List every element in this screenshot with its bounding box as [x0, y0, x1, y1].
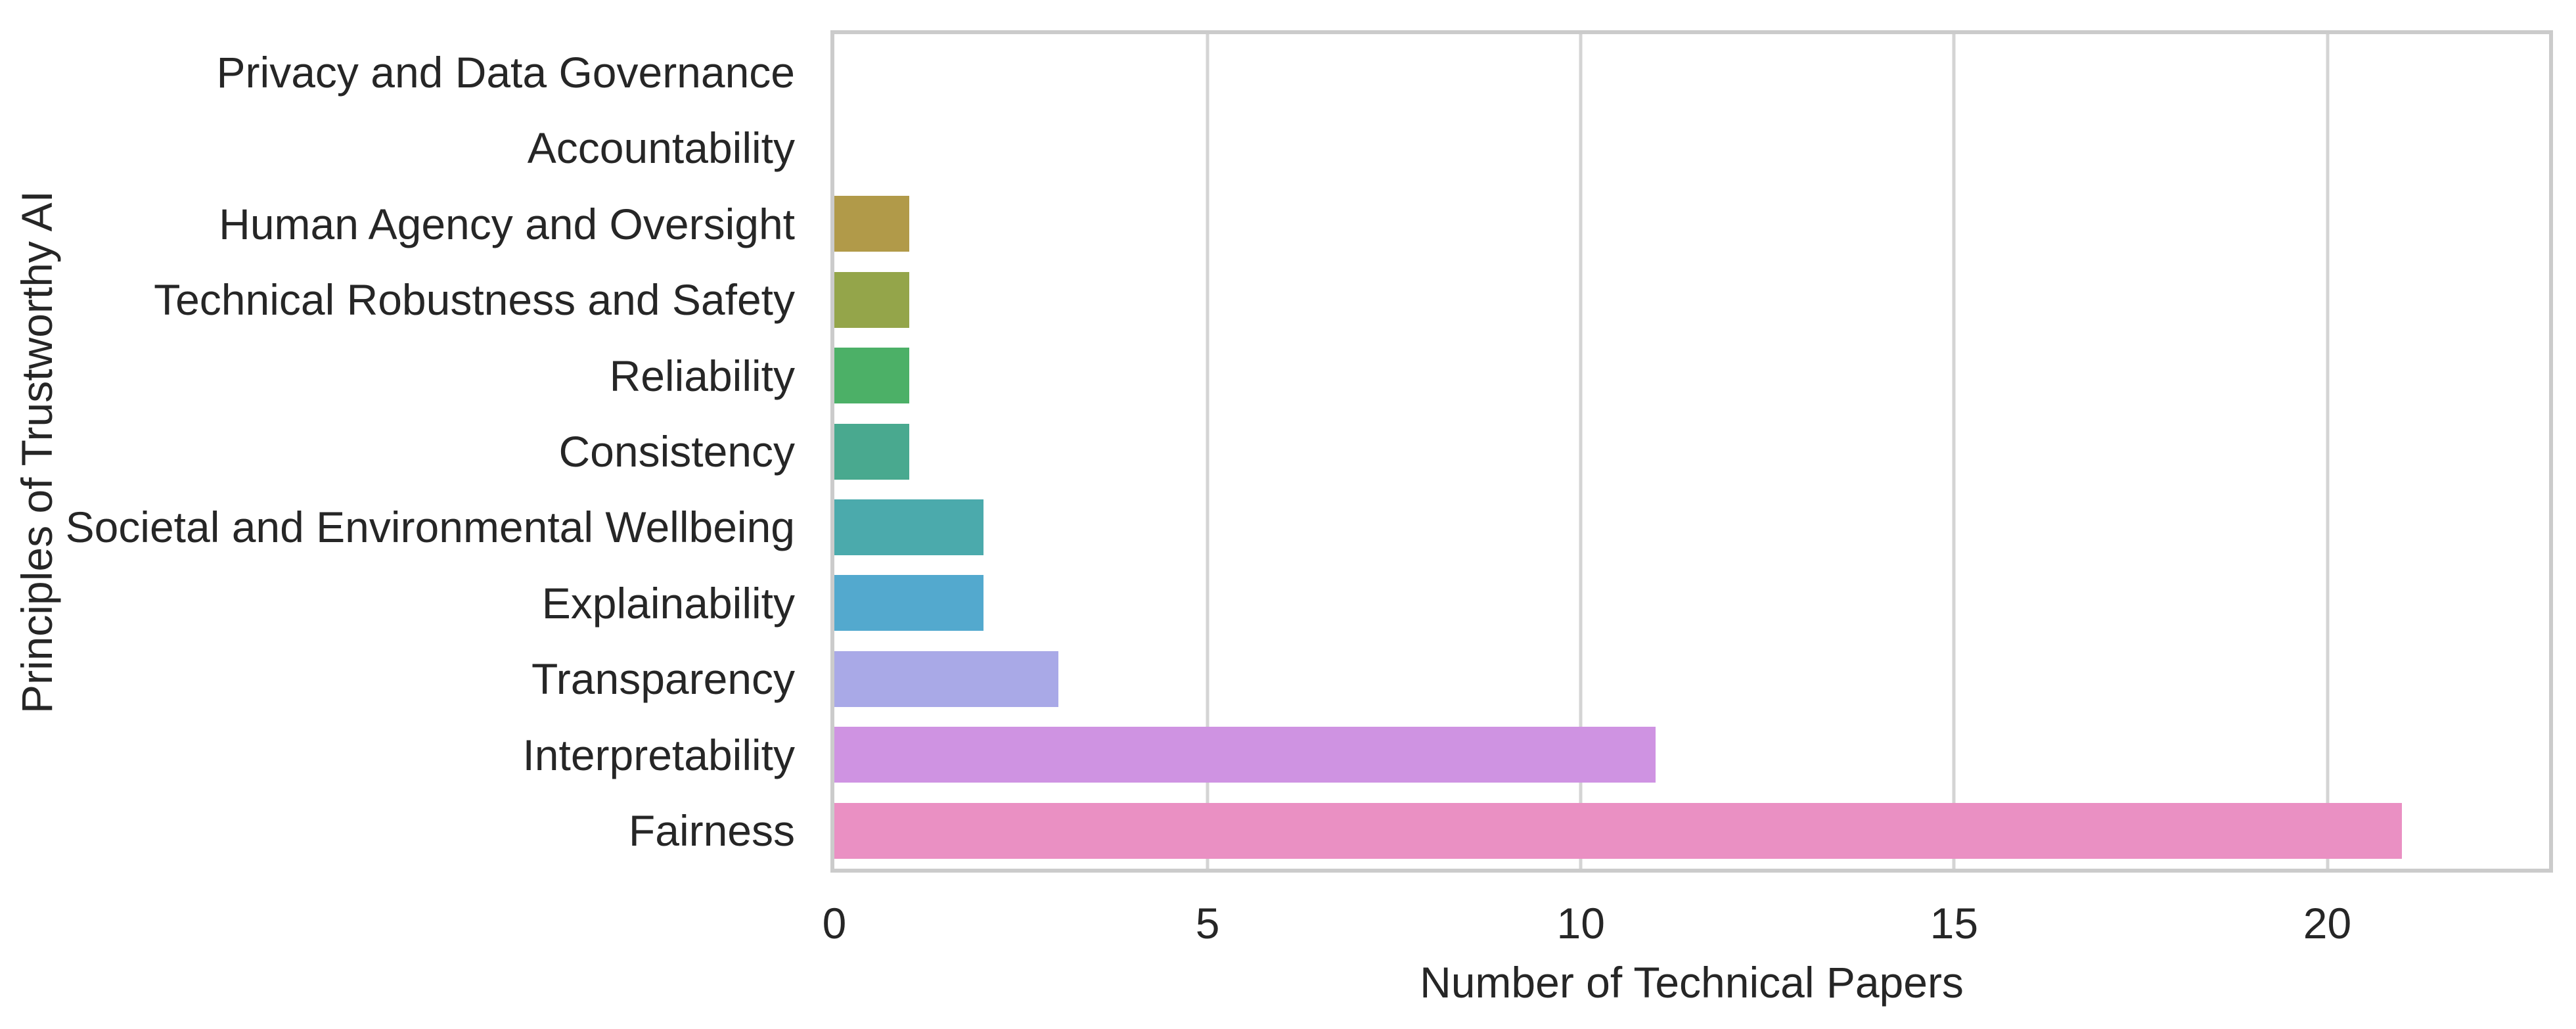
- category-label: Societal and Environmental Wellbeing: [65, 503, 795, 552]
- category-label: Explainability: [541, 578, 795, 628]
- x-tick-label: 15: [1930, 899, 1979, 948]
- category-label: Consistency: [558, 426, 796, 476]
- category-label: Privacy and Data Governance: [216, 47, 795, 97]
- x-tick-label: 0: [822, 899, 847, 948]
- bar: [834, 802, 2403, 859]
- bar: [834, 196, 909, 252]
- category-label: Accountability: [527, 124, 795, 173]
- category-label: Fairness: [628, 806, 795, 856]
- bar: [834, 348, 909, 404]
- plot-area: [830, 30, 2553, 873]
- bar: [834, 575, 984, 631]
- bar: [834, 271, 909, 328]
- x-tick-label: 10: [1556, 899, 1605, 948]
- gridline-x-5: [1206, 34, 1209, 869]
- category-label: Human Agency and Oversight: [219, 199, 795, 248]
- bar: [834, 499, 984, 555]
- category-label: Transparency: [531, 654, 795, 704]
- bar: [834, 727, 1656, 783]
- gridline-x-10: [1579, 34, 1583, 869]
- gridline-x-15: [1952, 34, 1956, 869]
- category-label: Technical Robustness and Safety: [154, 275, 795, 325]
- x-tick-label: 5: [1195, 899, 1220, 948]
- category-label: Reliability: [609, 351, 795, 400]
- x-tick-label: 20: [2303, 899, 2352, 948]
- x-axis-label: Number of Technical Papers: [1420, 958, 1964, 1007]
- bar: [834, 651, 1058, 707]
- bar: [834, 423, 909, 480]
- category-label: Interpretability: [522, 730, 795, 779]
- gridline-x-20: [2326, 34, 2330, 869]
